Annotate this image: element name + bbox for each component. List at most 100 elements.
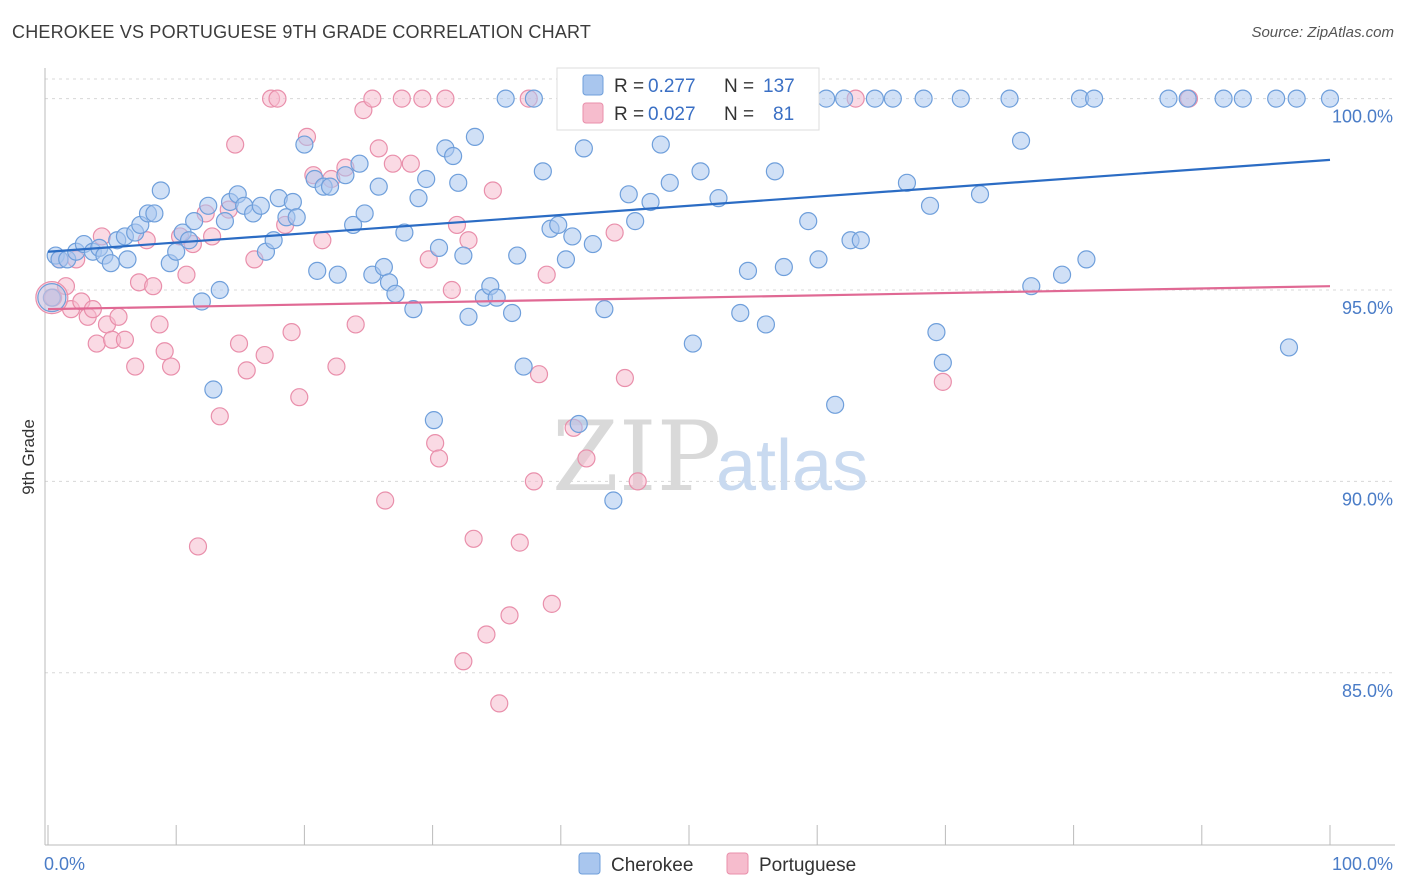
portuguese-point — [426, 434, 445, 453]
portuguese-point — [510, 533, 529, 552]
cherokee-point — [920, 196, 940, 215]
portuguese-point — [413, 89, 432, 108]
portuguese-point — [577, 449, 596, 468]
portuguese-point-cluster — [35, 281, 69, 315]
cherokee-point — [765, 162, 784, 181]
cherokee-point — [563, 227, 582, 246]
axis-layer — [44, 68, 1395, 846]
chart-title: CHEROKEE VS PORTUGUESE 9TH GRADE CORRELA… — [12, 22, 592, 42]
cherokee-point — [799, 212, 818, 231]
bottom-legend-swatch-portuguese — [726, 852, 749, 875]
cherokee-point — [118, 250, 137, 269]
portuguese-point — [436, 89, 455, 108]
legend-n-label-portuguese: N = — [724, 104, 754, 125]
cherokee-point — [1320, 89, 1340, 108]
portuguese-point — [419, 250, 438, 269]
chart-source: Source: ZipAtlas.com — [1251, 24, 1394, 41]
bottom-legend: Cherokee Portuguese — [578, 852, 856, 876]
cherokee-point — [1085, 89, 1104, 108]
cherokee-point — [731, 303, 750, 323]
portuguese-point — [369, 139, 388, 158]
watermark-atlas: atlas — [716, 426, 868, 506]
cherokee-point — [809, 250, 828, 269]
cherokee-point — [970, 185, 990, 204]
cherokee-point — [465, 127, 485, 146]
legend-swatch-cherokee — [582, 74, 604, 96]
portuguese-point — [392, 89, 411, 108]
cherokee-point — [1214, 89, 1233, 108]
cherokee-point — [350, 154, 369, 173]
top-legend: R = 0.277 N = 137 R = 0.027 N = 81 — [556, 67, 820, 131]
bottom-legend-label-cherokee: Cherokee — [611, 855, 693, 876]
cherokee-point — [487, 288, 506, 307]
portuguese-point — [87, 334, 106, 353]
cherokee-point — [914, 89, 933, 108]
portuguese-point — [383, 154, 402, 173]
portuguese-point — [363, 89, 382, 108]
portuguese-point — [628, 472, 647, 491]
cherokee-point — [691, 162, 710, 181]
cherokee-point — [927, 323, 946, 342]
cherokee-point — [374, 257, 393, 277]
cherokee-point — [101, 254, 120, 273]
cherokee-point — [496, 89, 515, 108]
cherokee-point — [251, 196, 270, 215]
portuguese-point — [615, 368, 635, 388]
cherokee-point — [865, 89, 884, 108]
cherokee-point — [851, 231, 870, 250]
x-tick-label: 0.0% — [44, 854, 85, 874]
cherokee-point — [508, 246, 527, 265]
portuguese-point — [442, 280, 461, 300]
cherokee-point — [199, 196, 218, 215]
cherokee-point — [444, 146, 463, 166]
cherokee-point — [424, 411, 443, 430]
cherokee-point — [1011, 131, 1031, 150]
cherokee-point — [933, 353, 952, 372]
cherokee-point — [210, 280, 229, 300]
portuguese-point — [376, 491, 395, 510]
legend-r-label-cherokee: R = — [614, 76, 644, 97]
cherokee-point — [459, 307, 478, 326]
cherokee-point — [826, 395, 845, 414]
cherokee-point — [569, 414, 588, 434]
portuguese-point — [177, 265, 196, 284]
legend-r-value-cherokee: 0.277 — [648, 76, 696, 97]
cherokee-point — [556, 250, 576, 269]
portuguese-point — [464, 529, 483, 548]
portuguese-point — [483, 181, 502, 200]
portuguese-point — [529, 365, 549, 384]
trend-layer — [47, 158, 1331, 311]
portuguese-point — [524, 472, 543, 491]
portuguese-point — [161, 357, 181, 376]
portuguese-point — [150, 315, 169, 334]
portuguese-point — [313, 231, 332, 250]
cherokee-point — [355, 204, 374, 223]
cherokee-trend-line — [47, 158, 1331, 253]
cherokee-point — [524, 89, 543, 108]
cherokee-point — [1077, 250, 1096, 269]
cherokee-point — [215, 212, 235, 231]
portuguese-point — [144, 277, 163, 296]
portuguese-point — [255, 345, 274, 365]
cherokee-point — [1267, 89, 1286, 108]
cherokee-point — [328, 265, 347, 284]
portuguese-point — [126, 357, 145, 376]
cherokee-point — [835, 89, 854, 108]
x-tick-label: 100.0% — [1332, 854, 1393, 874]
cherokee-point — [533, 162, 552, 181]
points-layer — [35, 89, 1340, 713]
legend-n-value-cherokee: 137 — [763, 76, 795, 97]
cherokee-point — [42, 288, 61, 307]
portuguese-point — [229, 334, 249, 353]
portuguese-point — [459, 231, 478, 250]
cherokee-point — [883, 89, 902, 108]
cherokee-point — [738, 261, 758, 280]
portuguese-point — [155, 342, 174, 361]
portuguese-point — [210, 407, 229, 426]
portuguese-point — [226, 135, 245, 154]
cherokee-point — [1287, 89, 1306, 108]
portuguese-point — [268, 89, 287, 108]
cherokee-point — [454, 246, 473, 265]
cherokee-point — [774, 257, 793, 277]
portuguese-point — [477, 625, 496, 644]
